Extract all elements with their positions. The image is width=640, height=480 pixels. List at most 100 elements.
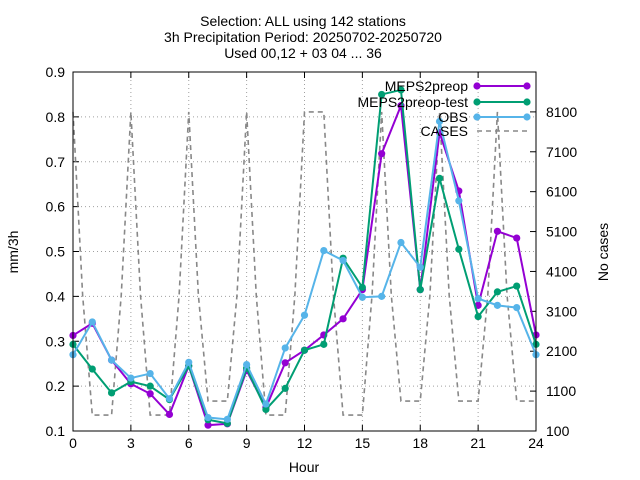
data-point-meps2preop-test (435, 174, 444, 182)
data-point-obs (88, 318, 96, 326)
legend-marker (473, 82, 481, 90)
data-point-meps2preop-test (281, 384, 289, 392)
data-point-obs (185, 358, 193, 366)
data-point-meps2preop (493, 227, 502, 235)
data-point-obs (320, 247, 328, 255)
data-point-obs (107, 356, 116, 364)
data-point-obs (300, 311, 309, 319)
y2-tick-label: 100 (546, 423, 570, 439)
data-point-meps2preop-test (262, 405, 270, 414)
y2-tick-label: 7100 (546, 144, 577, 160)
legend-label: MEPS2preop-test (358, 94, 469, 110)
data-point-obs (243, 360, 251, 369)
y-tick-label: 0.2 (46, 378, 66, 394)
data-point-meps2preop-test (88, 365, 96, 373)
data-point-obs (165, 395, 174, 403)
legend-label: MEPS2preop (385, 78, 468, 94)
x-tick-label: 12 (297, 435, 313, 451)
series-meps2preop (69, 102, 540, 429)
data-point-obs (513, 303, 521, 312)
data-point-meps2preop-test (300, 346, 309, 354)
legend-label: OBS (438, 109, 468, 125)
y-tick-label: 0.8 (46, 109, 66, 125)
data-point-obs (493, 301, 502, 309)
series-obs (69, 117, 540, 423)
y-tick-label: 0.5 (46, 244, 66, 260)
y-tick-label: 0.4 (46, 288, 66, 304)
y2-tick-label: 3100 (546, 303, 577, 319)
y-tick-label: 0.6 (46, 199, 66, 215)
data-point-obs (262, 400, 270, 408)
data-point-meps2preop-test (455, 245, 463, 253)
data-point-obs (474, 295, 482, 303)
legend-entry-meps2preop: MEPS2preop (385, 78, 531, 94)
x-axis-label: Hour (289, 459, 320, 475)
y-tick-label: 0.7 (46, 154, 66, 170)
chart-title-line-3: Used 00,12 + 03 04 ... 36 (224, 45, 382, 61)
data-point-meps2preop-test (358, 283, 366, 291)
data-point-meps2preop-test (146, 382, 154, 390)
x-tick-label: 21 (470, 435, 486, 451)
data-point-meps2preop (146, 390, 154, 398)
series-line-meps2preop (72, 105, 537, 427)
data-point-meps2preop-test (397, 86, 405, 94)
y2-tick-label: 2100 (546, 343, 577, 359)
y-axis-label: mm/3h (5, 231, 21, 274)
plot-frame (72, 71, 537, 432)
legend-marker (473, 113, 481, 121)
y-tick-label: 0.1 (46, 423, 66, 439)
x-tick-label: 24 (528, 435, 544, 451)
data-point-meps2preop (281, 359, 289, 367)
data-point-meps2preop-test (513, 282, 521, 290)
series-line-cases (72, 111, 536, 416)
x-tick-label: 18 (412, 435, 428, 451)
data-point-obs (223, 415, 231, 423)
data-point-meps2preop (378, 150, 386, 158)
y-tick-label: 0.9 (46, 64, 66, 80)
data-point-obs (339, 256, 347, 265)
legend-marker (523, 82, 531, 90)
y2-tick-label: 6100 (546, 184, 577, 200)
chart-title-line-2: 3h Precipitation Period: 20250702-202507… (164, 29, 442, 45)
data-point-meps2preop-test (320, 340, 328, 348)
data-point-obs (435, 117, 444, 125)
legend-label: CASES (421, 123, 468, 139)
series-cases (72, 111, 536, 416)
data-point-obs (127, 374, 135, 382)
y2-tick-label: 5100 (546, 224, 577, 240)
data-point-meps2preop (513, 234, 521, 242)
data-point-obs (397, 238, 405, 247)
y2-axis-label: No cases (595, 223, 611, 281)
data-point-obs (378, 292, 386, 300)
y2-tick-label: 1100 (546, 383, 576, 399)
x-tick-label: 3 (127, 435, 135, 451)
series-line-obs (72, 121, 537, 421)
data-point-meps2preop (339, 315, 347, 323)
legend-entry-cases: CASES (421, 123, 527, 139)
data-point-obs (358, 293, 366, 301)
x-tick-label: 6 (185, 435, 193, 451)
x-tick-label: 0 (69, 435, 77, 451)
data-point-meps2preop-test (378, 90, 386, 99)
data-point-obs (204, 413, 212, 422)
legend-marker (523, 98, 531, 106)
data-point-obs (146, 369, 154, 378)
data-point-meps2preop-test (416, 286, 424, 294)
y2-tick-label: 8100 (546, 104, 577, 120)
y-tick-label: 0.3 (46, 333, 66, 349)
data-point-meps2preop-test (107, 389, 116, 397)
data-point-meps2preop-test (474, 312, 482, 321)
legend-marker (473, 98, 481, 106)
data-point-meps2preop (204, 421, 212, 429)
data-point-meps2preop (165, 410, 174, 418)
data-point-obs (455, 197, 463, 205)
legend-entry-meps2preop-test: MEPS2preop-test (358, 94, 531, 110)
data-point-meps2preop-test (493, 288, 502, 296)
legend-marker (523, 113, 531, 121)
y2-tick-label: 4100 (546, 263, 577, 279)
x-tick-label: 15 (355, 435, 371, 451)
x-tick-label: 9 (243, 435, 251, 451)
data-point-obs (281, 344, 289, 352)
